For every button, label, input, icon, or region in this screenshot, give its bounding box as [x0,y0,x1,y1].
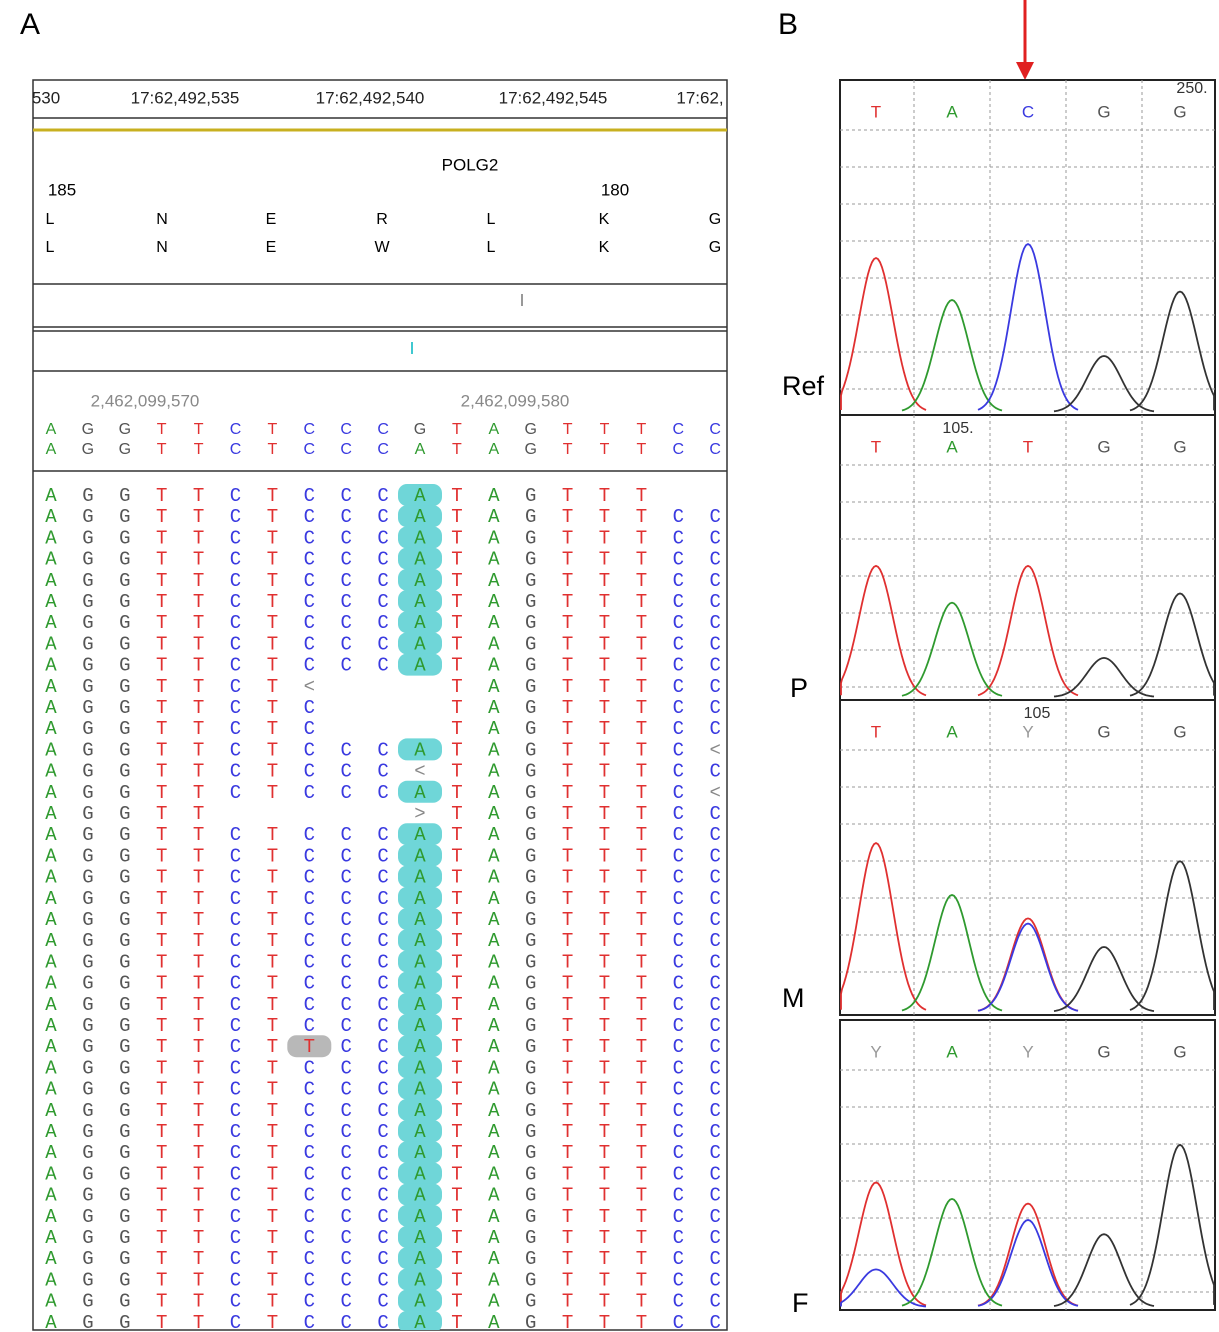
figure: A B 530 17:62,492,535 17:62,492,540 17:62,4… [0,0,1219,1332]
panel-label: A [20,8,40,41]
amino-acid: W [374,239,390,256]
amino-acid: N [156,211,168,228]
amino-acid: R [376,211,388,228]
panel-label: B [778,8,798,41]
arrow-head [1016,62,1034,80]
amino-acid: G [709,239,721,256]
amino-acid: L [487,211,496,228]
gene-name: POLG2 [442,155,499,174]
chromatogram-frame [840,1020,1215,1310]
chromatograms: Ref T A C G G 250. P T A T G G 105. M T A Y G G 105 F Y A Y G G [782,80,1215,1318]
base-call: G [1097,1042,1110,1061]
coordinate: 2,462,099,570 [91,391,200,410]
base-call: T [871,722,881,741]
sample-label: Ref [782,371,825,401]
chromatogram-frame [840,415,1215,700]
sample-label: M [782,983,805,1013]
ruler-label: 17:62,492,545 [499,88,608,107]
amino-acid: E [266,239,277,256]
peak-number: 105. [942,420,973,437]
base-call: A [946,1042,958,1061]
ruler-label: 17:62,492,535 [131,88,240,107]
amino-acid: G [709,211,721,228]
ruler-label: 17:62, [676,88,723,107]
base-call: A [946,722,958,741]
base-call: A [946,102,958,121]
base-call: G [1097,722,1110,741]
amino-acid: N [156,239,168,256]
amino-acid: L [487,239,496,256]
coordinate: 2,462,099,580 [461,391,570,410]
amino-acid: L [46,211,55,228]
amino-acid: L [46,239,55,256]
base-call: G [1173,1042,1186,1061]
base-call: G [1173,102,1186,121]
sample-label: F [792,1288,809,1318]
peak-number: 250. [1176,80,1207,97]
amino-acid: K [599,211,610,228]
ruler-label: 530 [32,88,60,107]
codon-number: 180 [601,180,629,199]
chromatogram-frame [840,700,1215,1015]
base-call: G [1097,437,1110,456]
codon-number: 185 [48,180,76,199]
base-call: Y [1022,722,1033,741]
base-call: G [1173,722,1186,741]
peak-number: 105 [1024,705,1051,722]
sample-label: P [790,673,808,703]
amino-acid: E [266,211,277,228]
base-call: G [1097,102,1110,121]
base-call: T [1023,437,1033,456]
base-call: G [1173,437,1186,456]
base-call: T [871,102,881,121]
base-call: A [946,437,958,456]
ruler-label: 17:62,492,540 [316,88,425,107]
base-call: T [871,437,881,456]
amino-acid: K [599,239,610,256]
base-call: Y [870,1042,881,1061]
base-call: Y [1022,1042,1033,1061]
base-call: C [1022,102,1034,121]
